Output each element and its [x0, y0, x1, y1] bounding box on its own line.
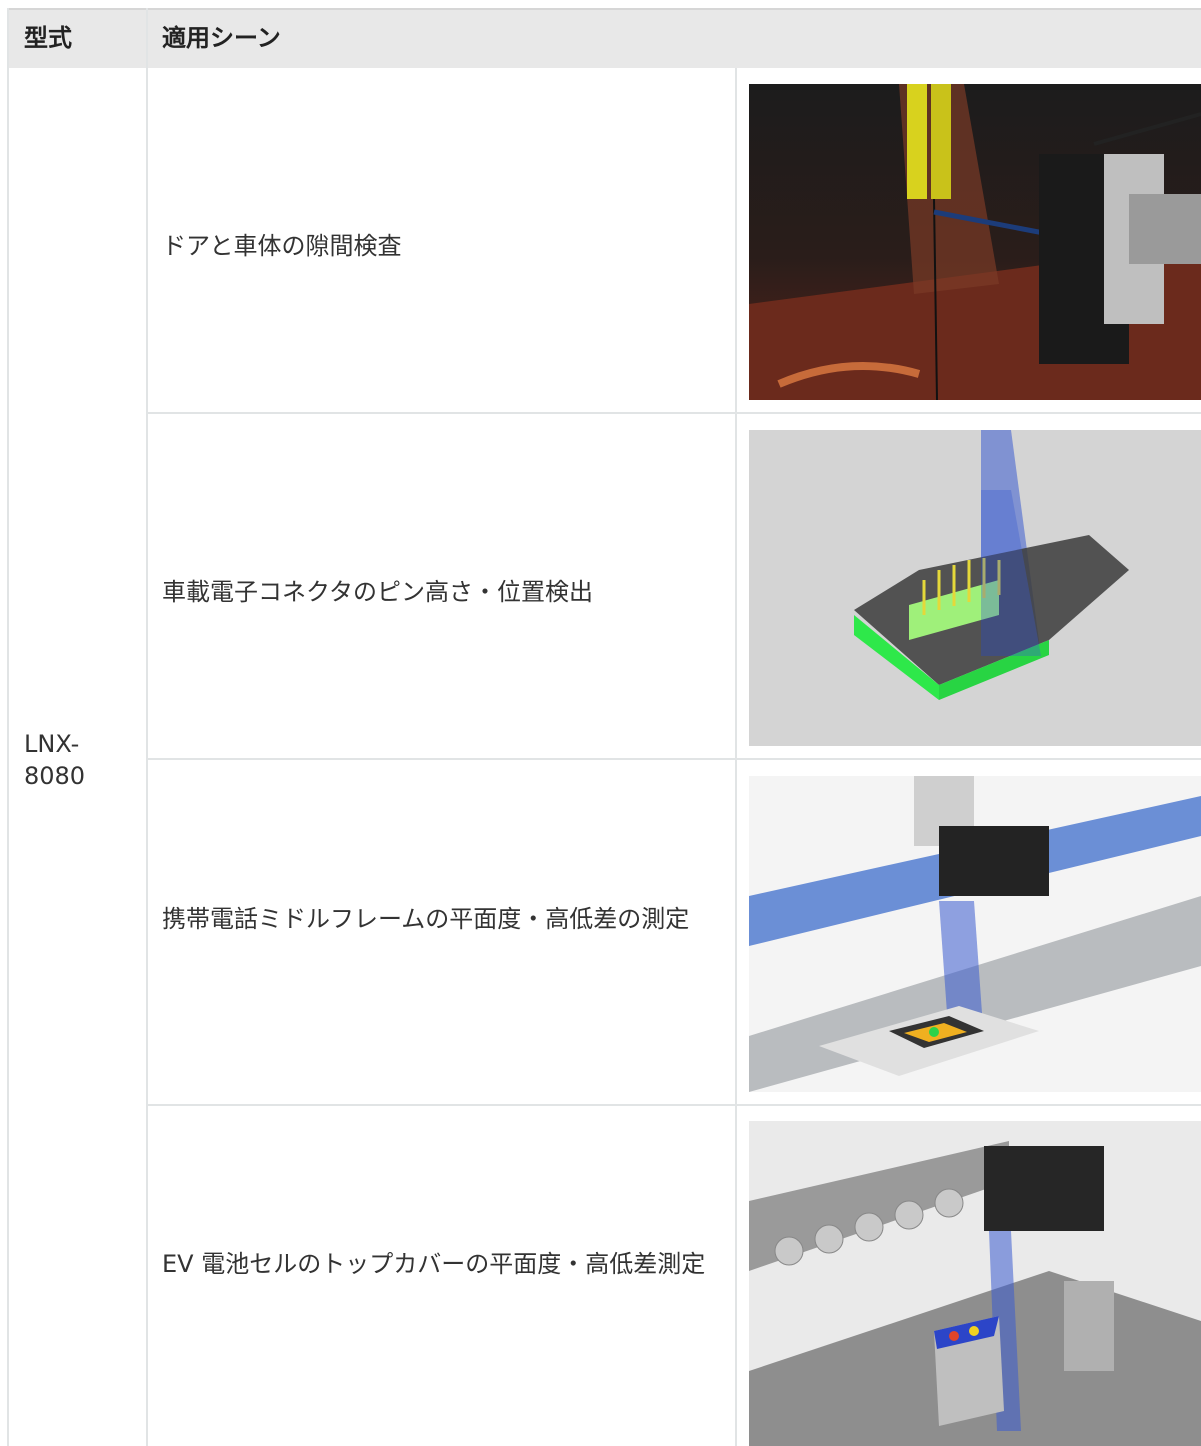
border: [147, 758, 1201, 760]
border: [7, 8, 9, 1446]
scene-text: EV 電池セルのトップカバーの平面度・高低差測定: [162, 1250, 706, 1278]
border: [735, 68, 737, 1446]
border: [146, 8, 148, 1446]
border: [147, 1104, 1201, 1106]
scene-text: 車載電子コネクタのピン高さ・位置検出: [162, 578, 594, 606]
table-header: [8, 8, 1201, 68]
scene-image: [749, 430, 1201, 746]
border: [147, 412, 1201, 414]
header-cell: 適用シーン: [162, 24, 281, 52]
scene-image: [749, 84, 1201, 400]
scene-text: 携帯電話ミドルフレームの平面度・高低差の測定: [162, 905, 690, 933]
header-cell: 型式: [24, 24, 72, 52]
scene-image: [749, 1121, 1201, 1446]
scene-image: [749, 776, 1201, 1092]
scene-text: ドアと車体の隙間検査: [162, 232, 402, 260]
model-cell: LNX-8080: [24, 730, 86, 790]
